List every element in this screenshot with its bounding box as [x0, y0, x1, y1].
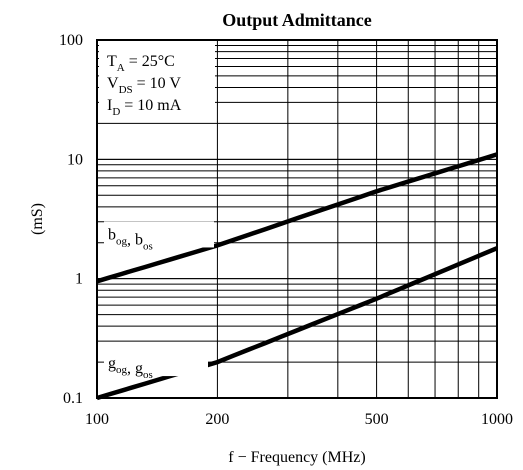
chart-title: Output Admittance — [222, 10, 372, 30]
series-lines — [96, 152, 498, 401]
series-label-backdrop — [104, 350, 208, 377]
x-tick-label: 200 — [205, 411, 229, 428]
y-tick-label: 0.1 — [63, 390, 83, 407]
x-tick-label: 100 — [85, 411, 109, 428]
series-label-0: bog, bos — [108, 226, 153, 252]
x-tick-label: 500 — [365, 411, 389, 428]
y-tick-label: 10 — [67, 151, 83, 168]
condition-text: VDS = 10 V — [107, 75, 181, 96]
x-tick-label: 1000 — [481, 411, 513, 428]
series-label-1: gog, gos — [108, 355, 153, 381]
y-tick-label: 1 — [75, 271, 83, 288]
condition-text: ID = 10 mA — [107, 97, 182, 118]
plot-frame — [96, 39, 498, 399]
tick-labels: 100 200 500 1000 100 10 1 0.1 — [59, 32, 513, 428]
series-line-0 — [96, 152, 498, 284]
series-label-backdrop — [104, 221, 214, 248]
y-axis-label: (mS) — [29, 203, 46, 235]
y-tick-label: 100 — [59, 32, 83, 49]
condition-text: TA = 25°C — [107, 53, 175, 74]
x-axis-label: f − Frequency (MHz) — [228, 449, 365, 466]
conditions-box — [99, 44, 215, 120]
series-line-1 — [96, 246, 498, 401]
